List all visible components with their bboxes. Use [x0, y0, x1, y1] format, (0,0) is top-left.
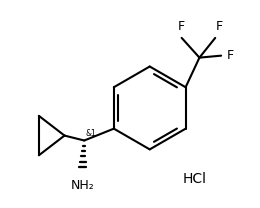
Text: HCl: HCl — [182, 172, 206, 186]
Text: F: F — [227, 49, 234, 62]
Text: F: F — [216, 20, 223, 33]
Text: &1: &1 — [85, 129, 96, 137]
Text: NH₂: NH₂ — [70, 179, 94, 192]
Text: F: F — [178, 20, 185, 33]
